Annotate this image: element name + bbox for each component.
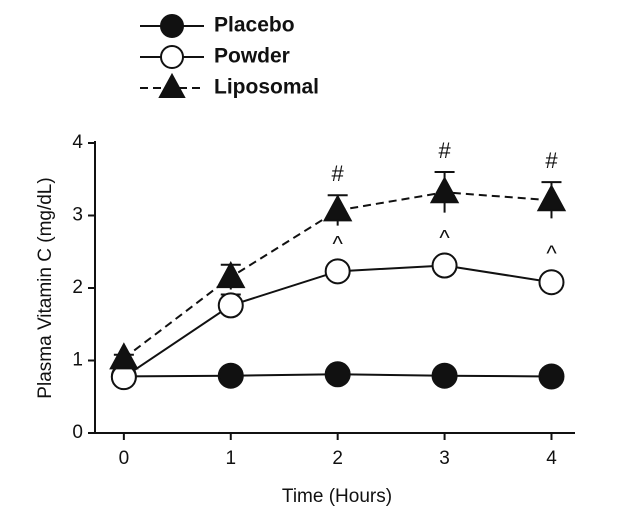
marker: [538, 363, 565, 390]
marker: [324, 258, 351, 285]
y-tick-label: 4: [72, 132, 83, 153]
annotation: ^: [439, 226, 450, 251]
annotation: #: [438, 138, 451, 163]
marker: [109, 342, 139, 370]
legend-marker: [160, 14, 184, 38]
x-tick-label: 3: [439, 448, 450, 469]
marker: [217, 362, 244, 389]
legend-text: Liposomal: [214, 76, 319, 99]
x-axis-label: Time (Hours): [282, 486, 392, 507]
marker: [429, 176, 460, 204]
annotation: ^: [333, 231, 344, 256]
marker: [431, 362, 458, 389]
y-axis-label: Plasma Vitamin C (mg/dL): [35, 177, 56, 398]
marker: [216, 261, 246, 289]
y-tick-label: 2: [72, 277, 83, 298]
marker: [536, 184, 567, 212]
legend-text: Powder: [214, 45, 290, 68]
legend-marker: [158, 72, 186, 98]
legend-text: Placebo: [214, 14, 295, 37]
marker: [322, 194, 353, 222]
annotation: #: [545, 148, 558, 173]
y-tick-label: 1: [72, 350, 83, 371]
x-tick-label: 4: [546, 448, 557, 469]
y-tick-label: 0: [72, 422, 83, 443]
marker: [217, 292, 244, 319]
annotation: #: [332, 161, 345, 186]
x-tick-label: 2: [332, 448, 343, 469]
legend-marker: [160, 45, 184, 69]
marker: [431, 252, 458, 279]
x-tick-label: 1: [225, 448, 236, 469]
annotation: ^: [546, 241, 557, 266]
x-tick-label: 0: [119, 448, 130, 469]
marker: [324, 361, 351, 388]
y-tick-label: 3: [72, 205, 83, 226]
marker: [538, 269, 565, 296]
